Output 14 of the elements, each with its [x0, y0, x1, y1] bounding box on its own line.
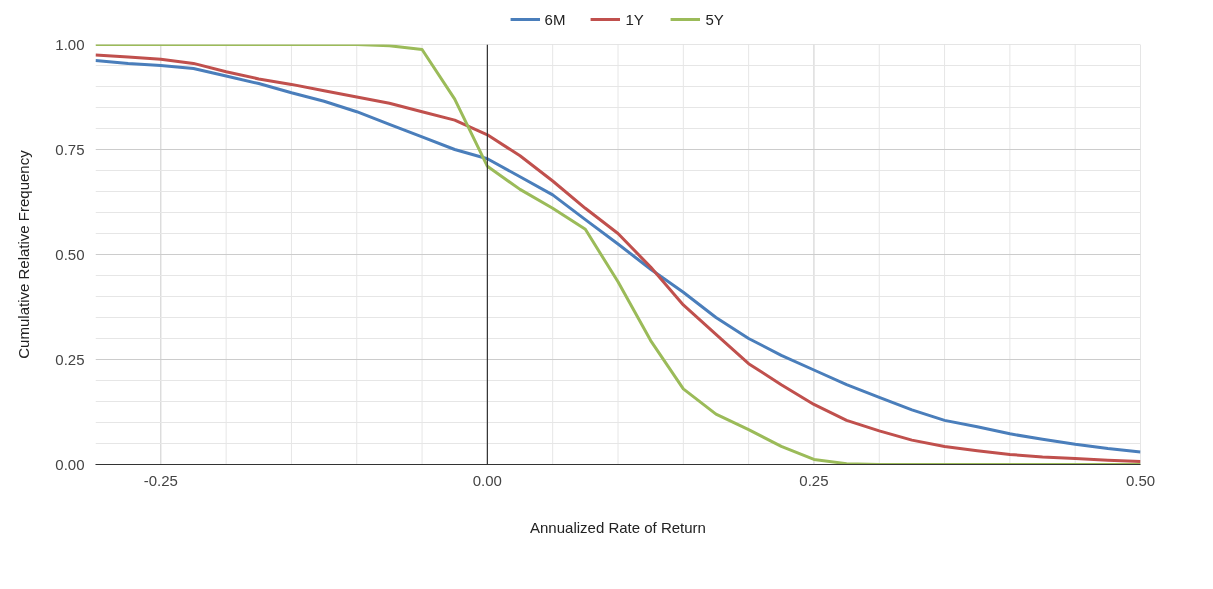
y-tick-label: 0.25 — [55, 350, 85, 368]
y-tick-label: 0.50 — [55, 245, 85, 263]
legend-label: 6M — [544, 10, 566, 28]
y-tick-label: 0.00 — [55, 455, 85, 473]
legend-label: 1Y — [625, 10, 645, 28]
x-tick-label: 0.25 — [799, 471, 829, 489]
x-tick-label: -0.25 — [143, 471, 178, 489]
x-tick-label: 0.50 — [1125, 471, 1156, 489]
x-tick-label: 0.00 — [472, 471, 502, 489]
legend-label: 5Y — [705, 10, 725, 28]
y-tick-label: 0.75 — [55, 140, 85, 158]
y-tick-label: 1.00 — [55, 35, 85, 53]
x-axis-title: Annualized Rate of Return — [530, 518, 706, 536]
y-axis-title: Cumulative Relative Frequency — [15, 149, 33, 359]
